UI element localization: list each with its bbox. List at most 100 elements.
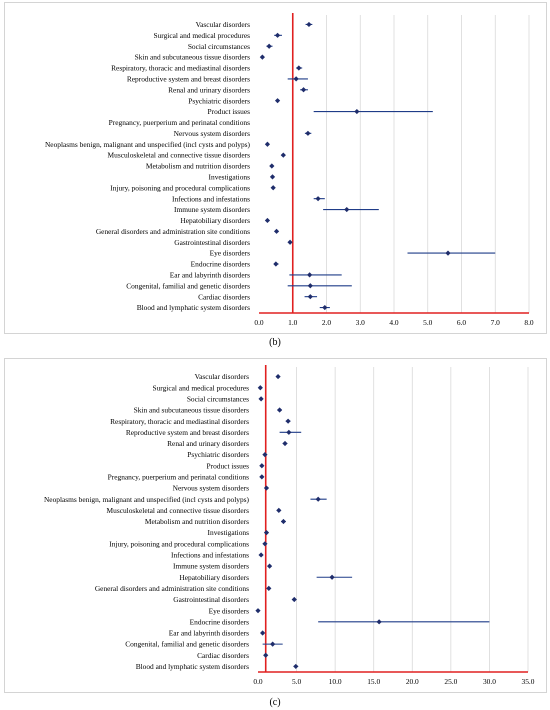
category-label: Cardiac disorders xyxy=(198,292,250,301)
category-label: Cardiac disorders xyxy=(197,651,249,660)
x-tick-label: 0.0 xyxy=(254,318,264,327)
category-label: Injury, poisoning and procedural complic… xyxy=(109,539,249,548)
estimate-point xyxy=(277,407,283,413)
category-label: Renal and urinary disorders xyxy=(167,439,249,448)
x-tick-label: 8.0 xyxy=(524,318,534,327)
estimate-point xyxy=(260,630,266,636)
category-label: Ear and labyrinth disorders xyxy=(170,270,250,279)
panel-caption-b: (b) xyxy=(269,337,281,348)
estimate-point xyxy=(273,228,280,234)
category-label: Product issues xyxy=(208,107,251,116)
x-tick-label: 3.0 xyxy=(356,318,366,327)
category-label: Surgical and medical procedures xyxy=(153,31,250,40)
estimate-point xyxy=(291,596,297,603)
estimate-point xyxy=(445,250,451,256)
category-label: Musculoskeletal and connective tissue di… xyxy=(108,151,251,160)
category-label: Nervous system disorders xyxy=(173,484,249,493)
category-label: Skin and subcutaneous tissue disorders xyxy=(134,406,249,415)
x-tick-label: 35.0 xyxy=(522,677,535,686)
forest-plot-b-svg: 0.0 1.0 2.0 3.0 4.0 5.0 6.0 7.0 8.0 Vascular diso… xyxy=(45,13,534,327)
x-tick-label: 6.0 xyxy=(457,318,467,327)
estimate-point xyxy=(263,485,270,491)
estimate-point xyxy=(287,239,293,245)
category-label: Social circumstances xyxy=(188,42,250,51)
estimate-point xyxy=(262,452,268,458)
category-label: General disorders and administration sit… xyxy=(96,227,250,236)
estimate-point xyxy=(259,474,265,480)
estimate-point xyxy=(266,563,273,569)
category-label: Infections and infestations xyxy=(171,551,249,560)
estimate-point xyxy=(300,87,307,93)
estimate-point xyxy=(344,206,350,213)
estimate-point xyxy=(266,43,272,49)
category-label: Renal and urinary disorders xyxy=(168,85,250,94)
category-label: Eye disorders xyxy=(209,606,250,615)
category-label: Immune system disorders xyxy=(173,562,249,571)
estimate-point xyxy=(354,108,360,115)
category-label: Pregnancy, puerperium and perinatal cond… xyxy=(108,473,249,482)
x-tick-label: 25.0 xyxy=(444,677,457,686)
estimate-point xyxy=(258,552,264,558)
category-label: Respiratory, thoracic and mediastinal di… xyxy=(111,64,250,73)
panel-caption-c: (c) xyxy=(269,697,281,708)
estimate-point xyxy=(275,373,281,380)
estimate-point xyxy=(322,304,328,311)
estimate-point xyxy=(269,174,276,180)
category-label: Surgical and medical procedures xyxy=(152,383,249,392)
estimate-point xyxy=(315,496,321,502)
x-tick-label: 10.0 xyxy=(329,677,342,686)
x-tick-label: 30.0 xyxy=(483,677,496,686)
category-label: Investigations xyxy=(209,172,251,181)
x-tick-label: 5.0 xyxy=(292,677,302,686)
estimate-point xyxy=(269,163,275,169)
estimate-point xyxy=(262,541,268,547)
category-label: Psychiatric disorders xyxy=(187,450,249,459)
category-label: Investigations xyxy=(208,528,250,537)
estimate-point xyxy=(307,294,313,300)
estimate-point xyxy=(293,76,299,82)
category-label: General disorders and administration sit… xyxy=(95,584,249,593)
estimate-point xyxy=(263,652,269,658)
estimate-point xyxy=(274,32,281,38)
category-label: Vascular disorders xyxy=(195,372,250,381)
category-label: Ear and labyrinth disorders xyxy=(169,629,249,638)
estimate-point xyxy=(280,152,286,158)
estimate-point xyxy=(255,608,261,614)
x-tick-label: 7.0 xyxy=(491,318,501,327)
estimate-point xyxy=(285,418,291,424)
category-label: Vascular disorders xyxy=(196,20,251,29)
estimate-point xyxy=(307,283,313,289)
category-label: Blood and lymphatic system disorders xyxy=(137,303,250,312)
estimate-point xyxy=(270,185,276,191)
estimate-point xyxy=(270,641,276,647)
estimate-point xyxy=(258,396,264,402)
forest-plot-b: 0.0 1.0 2.0 3.0 4.0 5.0 6.0 7.0 8.0 Vascular diso… xyxy=(4,2,547,334)
estimate-point xyxy=(263,530,270,536)
category-label: Pregnancy, puerperium and perinatal cond… xyxy=(109,118,250,127)
estimate-point xyxy=(293,663,299,670)
category-label: Congenital, familial and genetic disorde… xyxy=(125,640,249,649)
category-label: Eye disorders xyxy=(210,249,251,258)
estimate-point xyxy=(257,385,263,391)
category-label: Congenital, familial and genetic disorde… xyxy=(126,281,250,290)
category-label: Neoplasms benign, malignant and unspecif… xyxy=(45,140,251,149)
estimate-point xyxy=(273,261,279,267)
category-label: Psychiatric disorders xyxy=(188,96,250,105)
estimate-point xyxy=(266,585,272,591)
category-label: Reproductive system and breast disorders xyxy=(127,74,250,83)
category-label: Immune system disorders xyxy=(174,205,250,214)
category-label: Injury, poisoning and procedural complic… xyxy=(110,183,250,192)
estimate-point xyxy=(259,463,265,469)
category-label: Nervous system disorders xyxy=(174,129,250,138)
forest-plot-c-svg: 0.0 5.0 10.0 15.0 20.0 25.0 30.0 35.0 Vascular d… xyxy=(44,365,535,686)
x-tick-label: 0.0 xyxy=(253,677,263,686)
category-label: Gastrointestinal disorders xyxy=(173,595,249,604)
category-label: Endocrine disorders xyxy=(190,617,249,626)
category-label: Respiratory, thoracic and mediastinal di… xyxy=(110,417,249,426)
estimate-point xyxy=(305,130,311,136)
category-label: Endocrine disorders xyxy=(191,260,250,269)
estimate-point xyxy=(280,518,287,525)
estimate-point xyxy=(274,98,281,104)
category-label: Skin and subcutaneous tissue disorders xyxy=(135,53,250,62)
category-label: Musculoskeletal and connective tissue di… xyxy=(107,506,250,515)
